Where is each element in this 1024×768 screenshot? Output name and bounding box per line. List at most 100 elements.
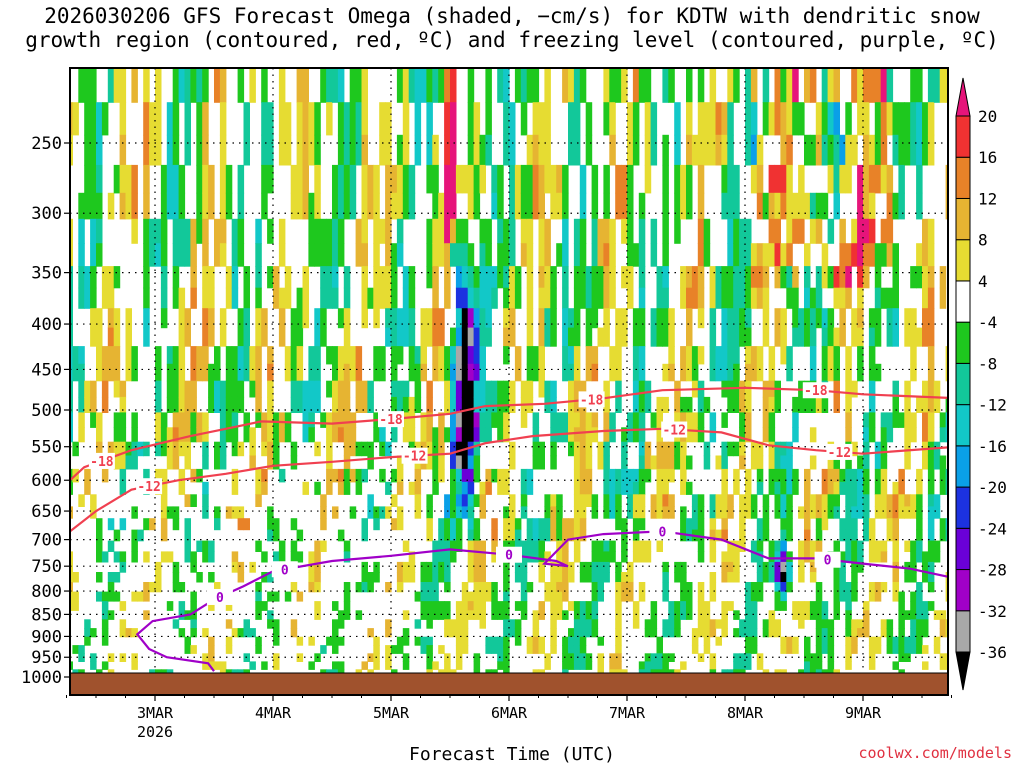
omega-cell [438,363,445,382]
omega-cell [290,628,298,638]
omega-cell [243,346,250,365]
omega-cell [155,218,162,244]
omega-cell [473,494,481,507]
omega-cell [662,68,669,103]
omega-cell [927,481,935,495]
omega-cell [526,582,534,593]
omega-cell [96,327,103,347]
omega-cell [615,591,622,602]
omega-cell [178,380,186,398]
omega-cell [562,412,569,428]
omega-cell [597,561,604,573]
omega-cell [526,327,534,347]
omega-cell [278,427,286,443]
omega-cell [314,582,321,593]
omega-cell [172,412,180,428]
omega-cell [644,661,652,670]
omega-cell [916,540,923,552]
omega-cell [774,243,781,267]
omega-cell [503,427,510,443]
omega-cell [160,529,168,542]
omega-cell [804,601,811,611]
omega-cell [326,468,333,483]
omega-cell [627,164,634,194]
omega-cell [680,582,687,593]
omega-cell [196,68,203,103]
omega-cell [432,572,439,583]
omega-cell [833,591,840,602]
omega-cell [290,363,298,382]
omega-cell [621,551,628,563]
omega-cell [833,346,840,365]
omega-cell [898,601,905,611]
omega-cell [544,661,551,670]
omega-cell [349,102,357,136]
omega-cell [367,455,374,470]
omega-cell [155,441,162,457]
omega-cell [809,192,817,220]
omega-cell [857,346,864,365]
omega-cell [573,619,581,629]
omega-cell [892,134,899,166]
omega-cell [396,645,404,654]
omega-cell [603,494,610,507]
omega-cell [438,455,445,470]
omega-cell [96,243,103,267]
omega-cell [697,192,705,220]
omega-cell [243,427,250,443]
omega-cell [927,518,935,531]
omega-cell [90,266,97,289]
omega-cell [119,102,127,136]
omega-cell [591,540,599,552]
omega-cell [243,308,250,329]
omega-cell [721,619,728,629]
omega-cell [497,380,504,398]
omega-cell [945,582,948,593]
contour-label: 0 [824,554,832,569]
omega-cell [225,601,233,611]
omega-cell [408,266,416,289]
omega-cell [219,396,227,413]
omega-cell [774,468,781,483]
omega-cell [509,506,516,519]
omega-cell [874,468,882,483]
omega-cell [467,518,475,531]
omega-cell [361,572,368,583]
omega-cell [750,636,758,646]
omega-cell [402,287,410,309]
omega-cell [715,529,722,542]
omega-cell [455,164,463,194]
omega-cell [827,494,835,507]
omega-cell [910,346,917,365]
omega-cell [845,540,852,552]
omega-cell [385,308,392,329]
omega-cell [739,619,746,629]
omega-cell [845,412,852,428]
omega-cell [809,346,817,365]
omega-cell [190,551,197,563]
omega-cell [509,540,516,552]
omega-cell [520,561,528,573]
credit-link[interactable]: coolwx.com/models [858,744,1012,762]
omega-cell [172,68,180,103]
omega-cell [373,572,380,583]
colorbar-segment [955,239,971,282]
omega-cell [526,363,534,382]
omega-cell [473,396,481,413]
omega-cell [432,468,439,483]
omega-cell [190,468,197,483]
omega-cell [70,561,73,573]
omega-cell [497,412,504,428]
omega-cell [444,427,451,443]
omega-cell [910,266,917,289]
x-axis-label: Forecast Time (UTC) [409,744,615,765]
omega-cell [880,468,888,483]
omega-cell [208,601,215,611]
omega-cell [632,494,640,507]
omega-cell [514,363,522,382]
omega-cell [768,455,776,470]
omega-cell [497,661,504,670]
omega-cell [337,164,345,194]
omega-cell [243,327,250,347]
omega-cell [597,636,604,646]
